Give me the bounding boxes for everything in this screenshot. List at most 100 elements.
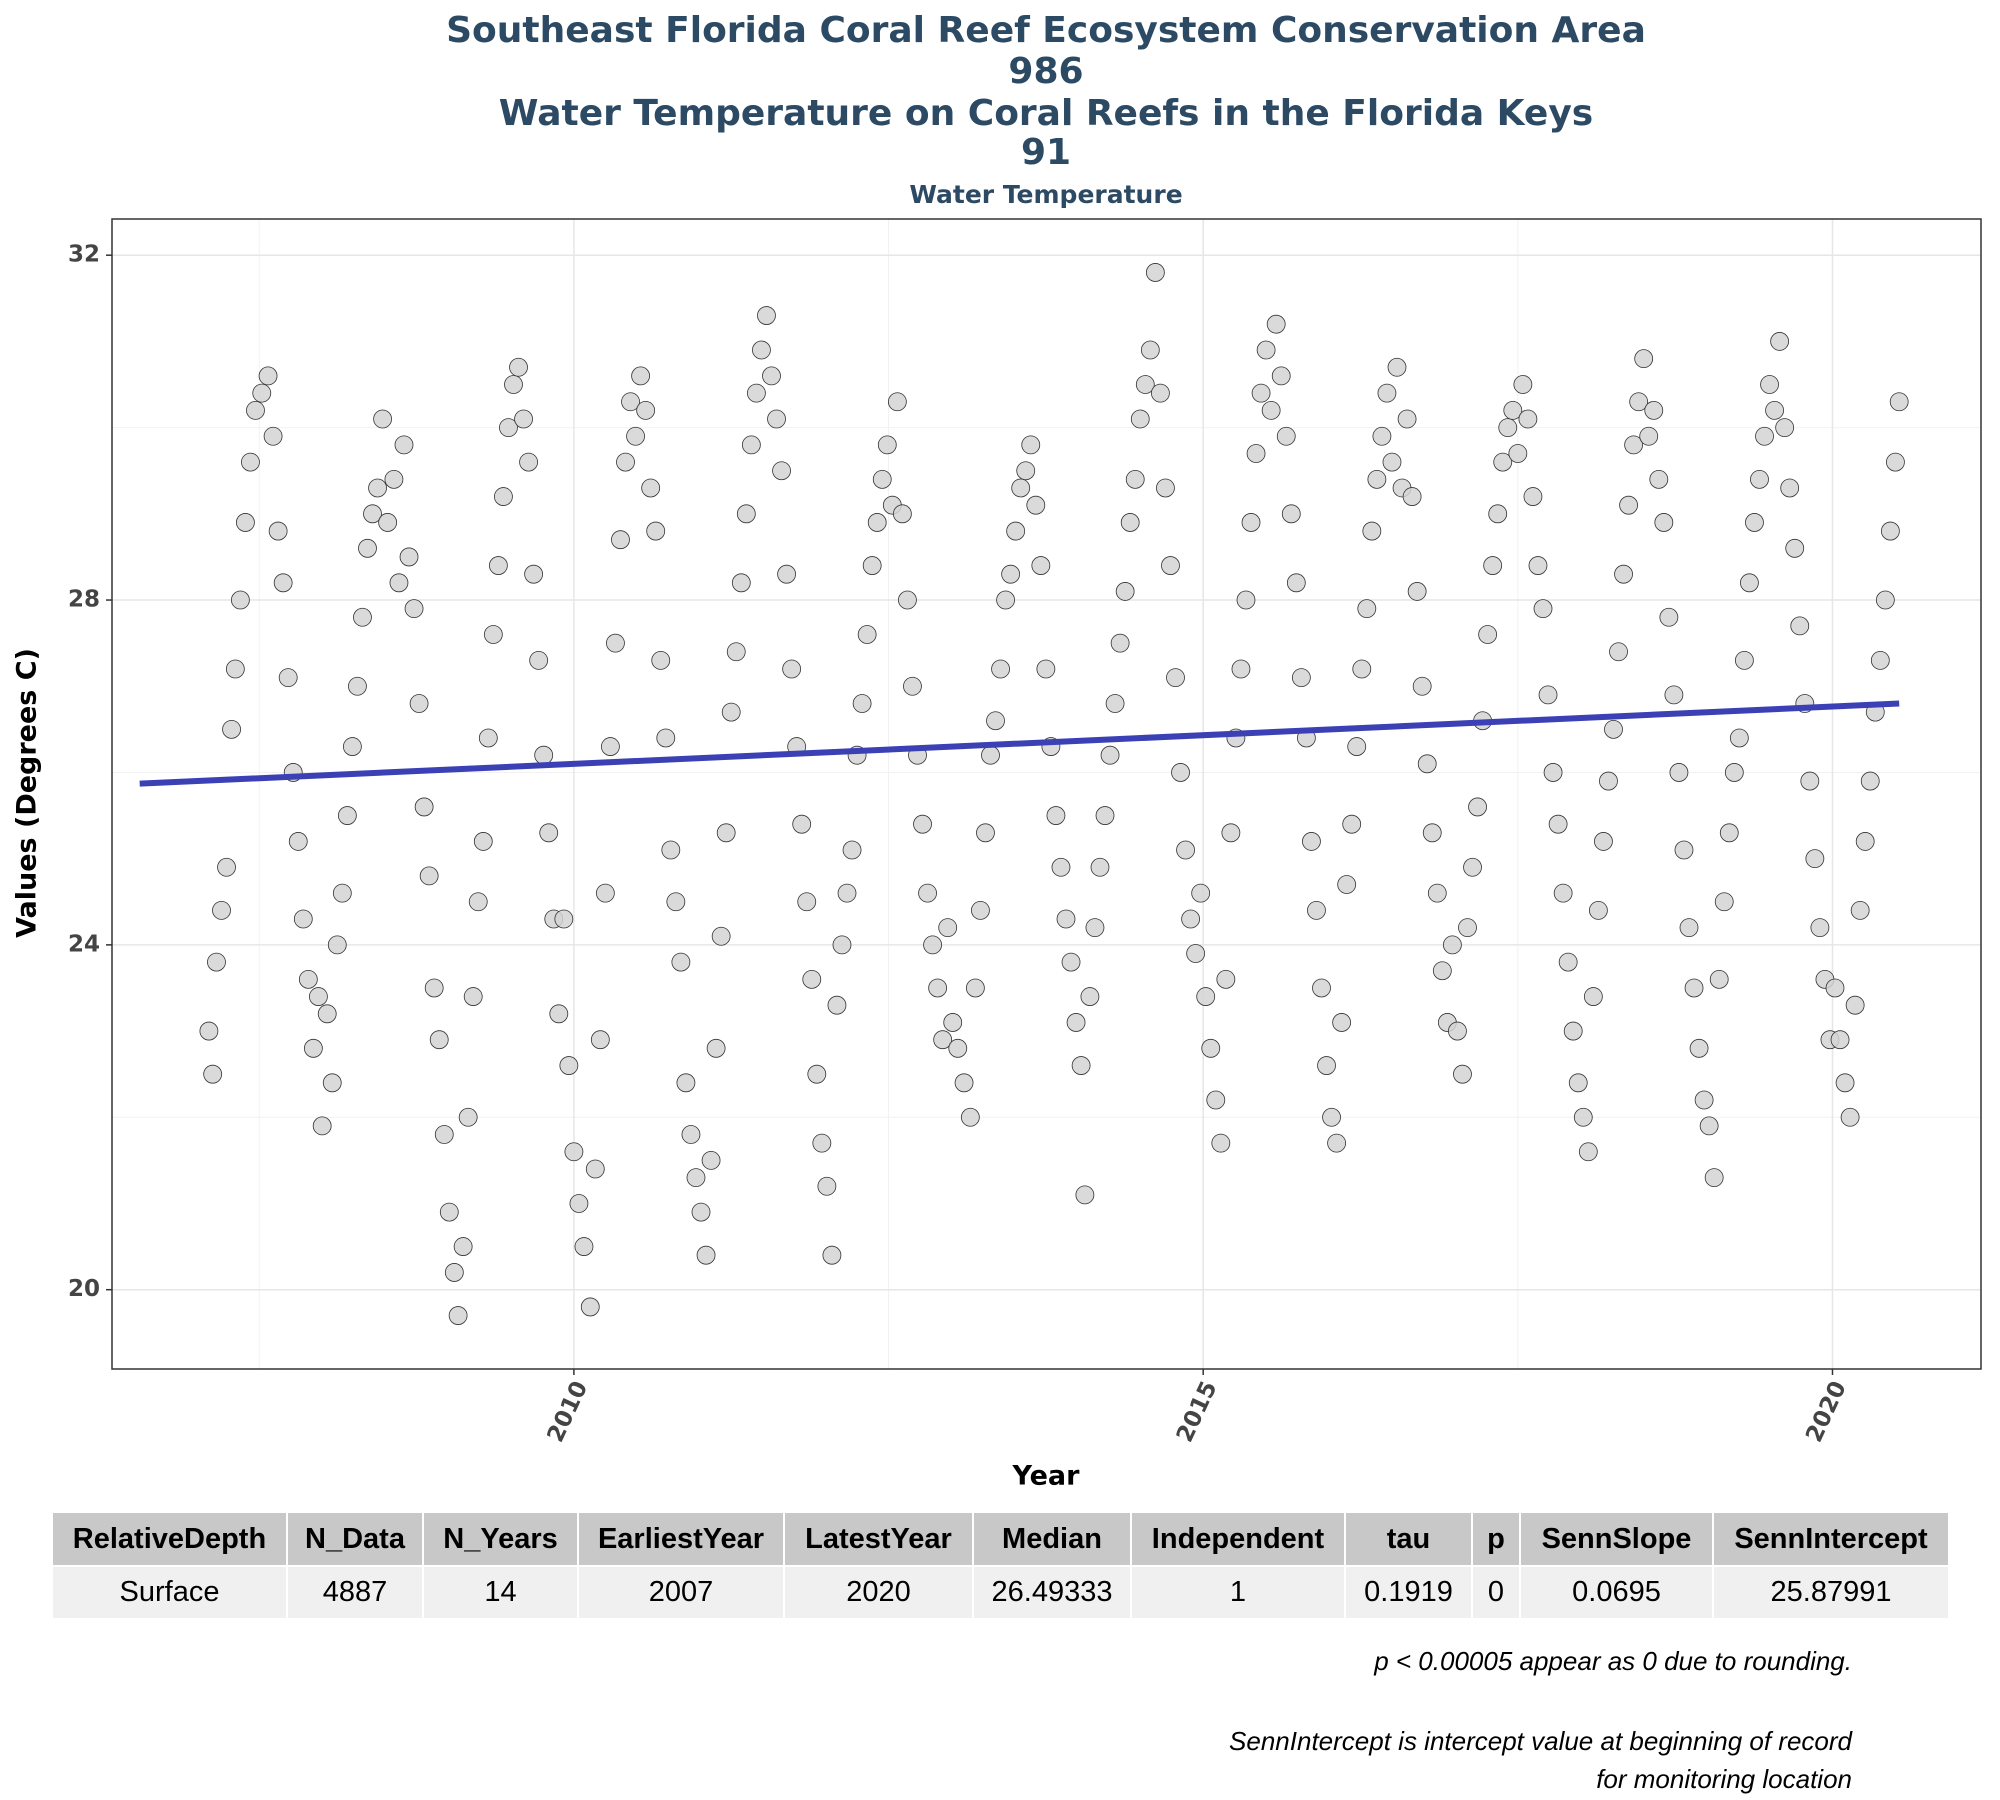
data-point (616, 452, 635, 472)
column-header: Independent (1130, 1511, 1346, 1567)
y-tick-label: 20 (68, 1276, 100, 1302)
data-point (434, 1125, 454, 1144)
chart-title: 91 (1021, 132, 1071, 173)
data-point (1100, 745, 1120, 765)
data-point (611, 530, 630, 550)
data-point (711, 926, 731, 946)
chart-title: Water Temperature on Coral Reefs in the … (499, 93, 1593, 134)
column-header: RelativeDepth (51, 1511, 288, 1567)
column-header: LatestYear (783, 1511, 974, 1567)
column-header: N_Years (422, 1511, 579, 1567)
data-point (1251, 383, 1271, 403)
data-point (837, 883, 857, 903)
data-point (1402, 487, 1422, 506)
data-point (741, 435, 761, 455)
data-point (903, 676, 922, 696)
data-point (857, 625, 877, 644)
data-point (337, 806, 357, 825)
data-point (1775, 418, 1795, 438)
data-point (898, 590, 917, 610)
data-point (1095, 806, 1115, 825)
data-point (1110, 633, 1130, 653)
data-point (1085, 918, 1105, 938)
data-point (1271, 366, 1291, 386)
data-point (1805, 849, 1825, 869)
data-point (842, 840, 862, 860)
data-point (384, 469, 404, 489)
data-point (1619, 495, 1638, 515)
column-header: EarliestYear (577, 1511, 785, 1567)
data-point (1548, 814, 1568, 834)
data-point (621, 392, 640, 412)
data-point (965, 978, 985, 998)
data-point (1412, 676, 1432, 696)
data-point (1518, 409, 1538, 429)
data-point (976, 823, 995, 843)
data-point (943, 1013, 963, 1032)
data-point (1835, 1073, 1855, 1093)
data-point (1745, 513, 1764, 532)
data-point (1800, 771, 1820, 791)
data-point (1699, 1116, 1719, 1136)
data-point (1397, 409, 1417, 429)
data-point (1644, 400, 1664, 420)
data-point (1558, 952, 1578, 972)
table-cell: 2020 (783, 1565, 974, 1620)
data-point (1312, 978, 1331, 998)
data-point (1810, 918, 1830, 938)
points (199, 263, 1909, 1325)
data-point (1594, 832, 1613, 851)
data-point (373, 409, 392, 429)
data-point (252, 383, 272, 403)
data-point (832, 935, 852, 955)
data-point (317, 1004, 337, 1024)
data-point (595, 883, 615, 903)
data-point (439, 1202, 459, 1222)
data-point (1889, 392, 1909, 412)
data-point (1624, 435, 1644, 455)
data-point (736, 504, 756, 524)
data-point (1719, 823, 1739, 843)
data-point (1322, 1107, 1341, 1127)
y-tick-label: 24 (68, 931, 100, 957)
data-point (1302, 832, 1321, 851)
data-point (549, 1004, 569, 1024)
data-point (278, 668, 298, 688)
data-point (913, 814, 932, 834)
data-point (1011, 478, 1031, 498)
data-point (1352, 659, 1372, 679)
data-point (1105, 694, 1125, 713)
table-cell: 0 (1471, 1565, 1521, 1620)
data-point (1855, 832, 1875, 851)
data-point (1845, 995, 1865, 1015)
data-point (812, 1133, 832, 1153)
x-axis-title: Year (1012, 1461, 1081, 1492)
data-point (524, 564, 544, 584)
data-point (696, 1245, 716, 1265)
data-point (559, 1056, 579, 1075)
data-point (514, 409, 533, 429)
data-point (1734, 650, 1754, 670)
footnote: SennIntercept is intercept value at begi… (1229, 1726, 1852, 1794)
data-point (309, 987, 328, 1006)
data-point (691, 1202, 711, 1222)
data-point (1760, 375, 1779, 394)
data-point (569, 1194, 589, 1213)
data-point (1453, 1064, 1472, 1084)
data-point (1740, 573, 1759, 593)
data-point (458, 1107, 478, 1127)
data-point (938, 918, 958, 938)
data-point (1317, 1056, 1336, 1075)
data-point (772, 461, 791, 481)
data-point (263, 426, 283, 446)
data-point (1236, 590, 1256, 610)
data-point (414, 797, 434, 817)
data-point (1026, 495, 1046, 515)
data-point (601, 737, 620, 756)
data-point (1528, 556, 1548, 575)
table-cell: 25.87991 (1712, 1565, 1950, 1620)
data-point (463, 987, 483, 1006)
data-point (1216, 969, 1236, 989)
data-point (404, 599, 424, 619)
data-point (539, 823, 559, 843)
